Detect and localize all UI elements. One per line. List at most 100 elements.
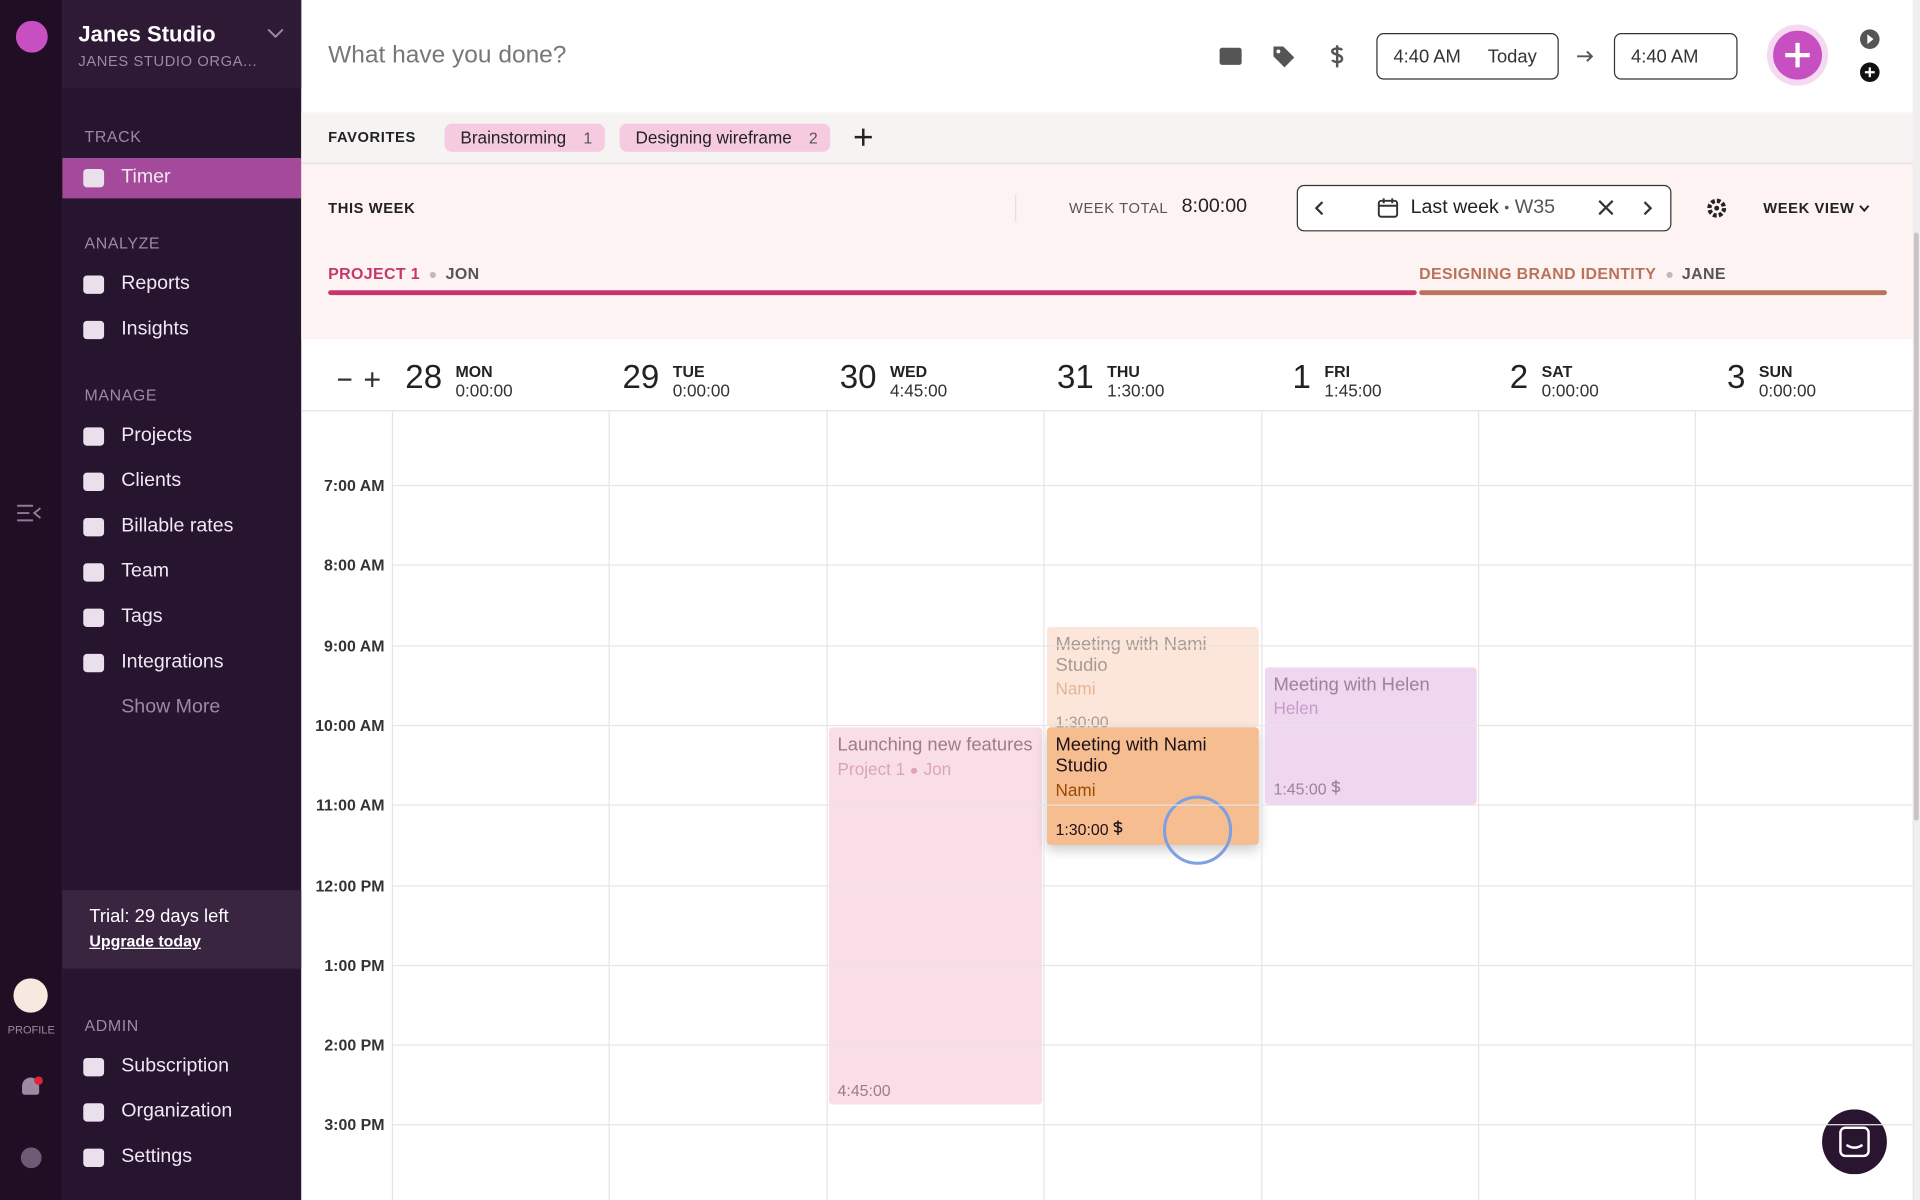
billable-icon[interactable]: [1329, 43, 1346, 70]
billable-icon: [1113, 820, 1123, 836]
favorites-label: FAVORITES: [328, 128, 416, 146]
nav-item[interactable]: Clients: [121, 470, 182, 492]
day-date: 1: [1292, 358, 1311, 396]
project-user: JANE: [1681, 264, 1726, 283]
day-line: [609, 411, 611, 1200]
workspace-header[interactable]: [62, 0, 302, 89]
day-date: 28: [405, 358, 443, 396]
settings-icon[interactable]: [1706, 197, 1728, 219]
day-name: TUE: [672, 362, 705, 381]
end-time-field[interactable]: [1613, 33, 1738, 80]
time-entry[interactable]: Meeting with Nami Studio Nami 1:30:00: [1046, 727, 1259, 845]
week-picker[interactable]: [1296, 184, 1672, 232]
hour-label: 7:00 AM: [324, 476, 385, 495]
week-total-label: WEEK TOTAL: [1068, 199, 1169, 217]
day-total: 0:00:00: [1758, 380, 1817, 401]
section-title: ANALYZE: [84, 233, 161, 253]
nav-icon: [83, 472, 105, 492]
nav-item[interactable]: Show More: [121, 696, 221, 718]
nav-item[interactable]: Timer: [121, 166, 171, 188]
day-date: 2: [1509, 358, 1529, 396]
week-number: W35: [1514, 197, 1556, 218]
chevron: [1859, 205, 1870, 213]
hour-label: 12:00 PM: [315, 876, 385, 895]
day-line: [391, 411, 394, 1200]
nav-icon: [83, 1103, 105, 1122]
separator: [1504, 206, 1509, 210]
time-entry[interactable]: Meeting with Helen Helen 1:45:00: [1264, 667, 1477, 805]
nav-item[interactable]: Integrations: [121, 651, 224, 673]
favorite-chip[interactable]: Brainstorming 1: [444, 123, 605, 152]
hour-label: 9:00 AM: [324, 636, 385, 655]
project-user: JON: [445, 264, 480, 283]
day-name: FRI: [1324, 362, 1351, 381]
nav-item[interactable]: Settings: [121, 1146, 193, 1167]
clear-week[interactable]: [1598, 200, 1614, 216]
arrow: [1577, 50, 1594, 62]
day-name: WED: [889, 362, 928, 381]
logo[interactable]: [15, 20, 48, 53]
project-label: DESIGNING BRAND IDENTITY JANE: [1419, 264, 1726, 282]
nav-item[interactable]: Projects: [121, 424, 192, 446]
nav-item[interactable]: Tags: [121, 606, 163, 627]
chat-button[interactable]: [1822, 1109, 1887, 1175]
day-date: 31: [1056, 358, 1094, 396]
day-line: [1260, 411, 1262, 1200]
view-label: WEEK VIEW: [1763, 199, 1855, 217]
day-line: [826, 411, 828, 1200]
cursor-ring: [1162, 795, 1233, 865]
notification-badge: [34, 1076, 43, 1085]
trial-box: [62, 890, 302, 969]
entry-title: Meeting with Nami Studio: [1055, 734, 1207, 777]
section-title: MANAGE: [84, 385, 158, 405]
user: Jon: [923, 759, 952, 779]
project-icon[interactable]: [1219, 47, 1242, 65]
prev-week[interactable]: [1314, 201, 1326, 216]
entry-duration: 1:30:00: [1055, 712, 1109, 728]
nav-item[interactable]: Billable rates: [121, 515, 234, 537]
hour-label: 4:00 PM: [306, 1196, 384, 1200]
time-entry[interactable]: Launching new features Project 1 Jon 4:45…: [828, 727, 1043, 1105]
separator: [911, 767, 918, 774]
collapse-icon[interactable]: [16, 502, 43, 524]
favorites-bar: [301, 112, 1920, 165]
upgrade-link[interactable]: Upgrade today: [89, 931, 201, 951]
section-title: ADMIN: [84, 1016, 139, 1035]
entry-project: Project 1 Jon: [838, 759, 1034, 779]
project-name: PROJECT 1: [328, 264, 420, 283]
day-name: SUN: [1758, 362, 1793, 381]
add-favorite[interactable]: [853, 127, 873, 147]
view-select[interactable]: WEEK VIEW: [1763, 200, 1870, 217]
favorite-chip[interactable]: Designing wireframe 2: [619, 123, 831, 152]
hour-label: 3:00 PM: [324, 1115, 385, 1135]
zoom-controls[interactable]: [337, 371, 381, 388]
description-input[interactable]: What have you done?: [328, 41, 567, 69]
scroll-thumb[interactable]: [1913, 232, 1919, 821]
mode-switch[interactable]: [1859, 28, 1881, 83]
nav-icon: [83, 699, 104, 717]
day-name: SAT: [1541, 362, 1573, 381]
day-line: [1477, 411, 1480, 1200]
day-total: 0:00:00: [1541, 380, 1599, 401]
day-total: 1:45:00: [1324, 380, 1382, 401]
divider: [1015, 194, 1017, 222]
nav-item[interactable]: Organization: [121, 1100, 233, 1122]
nav-item[interactable]: Team: [121, 560, 170, 582]
avatar[interactable]: [13, 978, 48, 1013]
hour-line: [391, 964, 1913, 966]
next-week[interactable]: [1641, 201, 1653, 216]
day-name: THU: [1107, 362, 1140, 381]
tag-icon[interactable]: [1272, 45, 1295, 68]
help[interactable]: [20, 1147, 42, 1169]
start-button[interactable]: [1773, 30, 1823, 80]
day-total: 4:45:00: [889, 380, 948, 401]
nav-item[interactable]: Insights: [121, 318, 189, 340]
rail: PROFILE: [0, 0, 63, 1200]
day-line: [1695, 411, 1697, 1200]
trial-text: Trial: 29 days left: [89, 906, 229, 927]
start-time-field[interactable]: [1376, 33, 1559, 80]
start-day: Today: [1487, 46, 1537, 68]
hour-line: [391, 564, 1913, 567]
nav-item[interactable]: Reports: [121, 273, 190, 294]
nav-item[interactable]: Subscription: [121, 1055, 230, 1077]
